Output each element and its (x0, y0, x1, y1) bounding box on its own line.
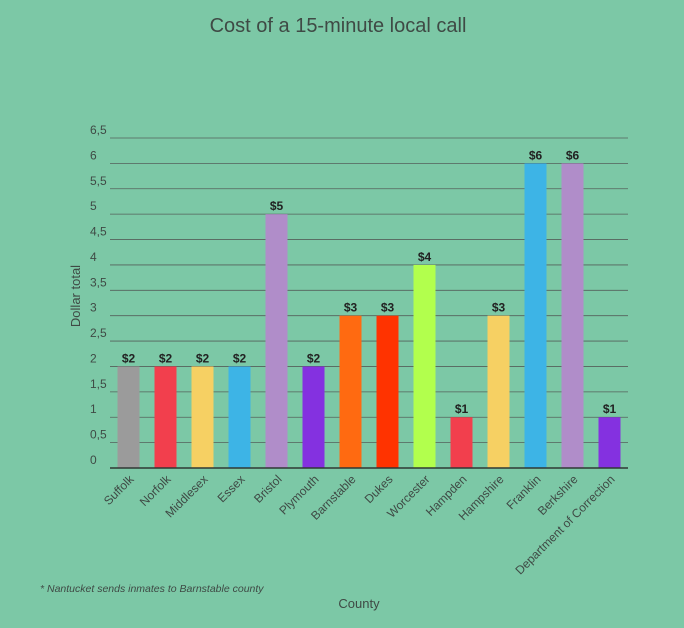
data-label: $1 (455, 402, 469, 416)
data-label: $3 (381, 301, 395, 315)
data-label: $3 (344, 301, 358, 315)
data-label: $2 (159, 351, 173, 365)
bar (413, 264, 436, 468)
y-tick-label: 2 (90, 351, 97, 365)
data-label: $1 (603, 402, 617, 416)
bar (450, 417, 473, 468)
bar (154, 366, 177, 468)
x-tick-label: Suffolk (101, 472, 137, 508)
bar (339, 315, 362, 468)
y-tick-label: 2,5 (90, 326, 107, 340)
data-label: $5 (270, 199, 284, 213)
bar (561, 163, 584, 468)
y-tick-label: 5,5 (90, 174, 107, 188)
y-tick-label: 6 (90, 148, 97, 162)
footnote: * Nantucket sends inmates to Barnstable … (40, 583, 264, 595)
gridlines (110, 137, 628, 444)
data-label: $2 (122, 351, 136, 365)
x-tick-label: Bristol (251, 472, 284, 505)
data-label: $2 (196, 351, 210, 365)
y-tick-label: 3,5 (90, 275, 107, 289)
data-label: $2 (307, 351, 321, 365)
y-axis-ticks: 0 0,5 1 1,5 2 2,5 3 3,5 4 4,5 5 5,5 6 6,5 (90, 123, 107, 467)
bar (191, 366, 214, 468)
y-tick-label: 4 (90, 250, 97, 264)
bar (376, 315, 399, 468)
bar (598, 417, 621, 468)
data-label: $2 (233, 351, 247, 365)
y-tick-label: 5 (90, 199, 97, 213)
data-label: $6 (566, 148, 580, 162)
y-tick-label: 0,5 (90, 428, 107, 442)
x-tick-label: Essex (215, 472, 248, 505)
bar (487, 315, 510, 468)
bar (265, 214, 288, 468)
bars (117, 163, 621, 468)
y-axis-label: Dollar total (68, 265, 83, 327)
y-tick-label: 3 (90, 301, 97, 315)
bar (117, 366, 140, 468)
value-labels: $2 $2 $2 $2 $5 $2 $3 $3 $4 $1 $3 $6 $6 $1 (122, 148, 617, 416)
chart-title: Cost of a 15-minute local call (210, 15, 467, 37)
bar (302, 366, 325, 468)
data-label: $6 (529, 148, 543, 162)
y-tick-label: 0 (90, 453, 97, 467)
bar (524, 163, 547, 468)
bar (228, 366, 251, 468)
x-tick-label: Dukes (362, 472, 396, 506)
y-tick-label: 1,5 (90, 377, 107, 391)
y-tick-label: 4,5 (90, 225, 107, 239)
x-axis-label: County (338, 596, 380, 611)
y-tick-label: 1 (90, 402, 97, 416)
data-label: $4 (418, 250, 432, 264)
data-label: $3 (492, 301, 506, 315)
y-tick-label: 6,5 (90, 123, 107, 137)
